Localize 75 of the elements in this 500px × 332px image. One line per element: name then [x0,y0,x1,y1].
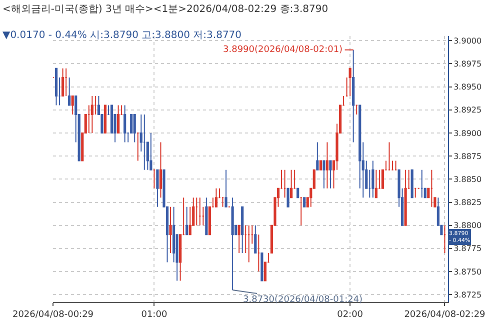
candlestick [260,252,264,282]
candlestick [68,77,71,106]
candlestick [414,188,417,198]
candlestick [404,169,407,226]
y-tick-label: 3.8975 [454,60,482,69]
candlestick [169,206,172,254]
y-tick-label: 3.8800 [454,221,482,230]
candlestick [348,68,352,97]
candlestick [186,206,188,236]
candlestick [205,197,208,236]
candlestick [238,224,240,254]
y-tick-label: 3.8925 [454,106,482,115]
candlestick [319,160,322,170]
candlestick [296,188,300,198]
candlestick [410,169,414,198]
candlestick [124,104,126,143]
candlestick [241,206,244,254]
candlestick [90,96,94,134]
candlestick [136,132,140,162]
candlestick [61,68,64,97]
y-tick-label: 3.8725 [454,290,482,300]
candlestick [54,68,58,106]
candlestick [143,114,146,170]
annotation: 3.8990(2026/04/08-02:01) [223,45,343,55]
candlestick [283,169,286,198]
candlestick [104,104,107,134]
candlestick [443,224,446,254]
candlestick [198,197,202,226]
candlestick [322,160,326,189]
candlestick [159,142,162,198]
x-tick-label: 2026/04/08-00:29 [12,310,94,320]
y-tick-label: 3.8900 [454,128,482,138]
x-tick-label: 2026/04/08-02:29 [404,310,486,320]
y-tick-label: 3.8850 [454,174,482,184]
candlestick [254,224,257,254]
chart-subtitle: ▼0.0170 - 0.44% 시:3.8790 고:3.8800 저:3.8770 [2,30,242,41]
y-tick-label: 3.8825 [454,198,482,208]
candlestick [394,160,398,170]
candlestick [374,169,378,198]
candlestick [329,160,332,189]
candlestick [372,160,374,198]
candlestick [133,114,136,143]
candlestick [64,68,68,97]
candlestick [303,197,306,208]
candlestick [300,197,302,226]
candlestick [248,224,250,263]
y-tick-label: 3.8750 [454,267,482,276]
candlestick [352,49,355,143]
candlestick [152,169,156,189]
y-tick-label: 3.8950 [454,82,482,92]
y-tick-label: 3.8775 [454,244,482,254]
candlestick [290,169,293,198]
x-tick-label: 01:00 [141,310,168,320]
candlestick [257,234,260,272]
candlestick [231,197,234,290]
y-tick-label: 3.8875 [454,152,482,161]
candlestick [326,142,329,189]
candlestick [420,169,424,198]
candlestick [388,142,391,170]
candlestick [430,169,433,208]
candlestick [316,142,319,170]
candlestick [202,206,204,226]
candlestick [150,132,152,170]
candlestick [71,96,74,116]
x-tick-label: 02:00 [337,310,364,320]
candlestick [195,197,198,226]
candlestick [156,169,159,208]
y-tick-label: 3.9000 [454,36,482,46]
candlestick [116,104,120,134]
candlestick [286,188,290,208]
candlestick [250,224,254,244]
candlestick [214,188,218,208]
chart-title: <해외금리-미국(종합) 3년 매수><1분>2026/04/08-02:29 종:3.8790 [2,4,328,15]
candlestick [224,169,228,208]
candlestick [355,104,358,116]
